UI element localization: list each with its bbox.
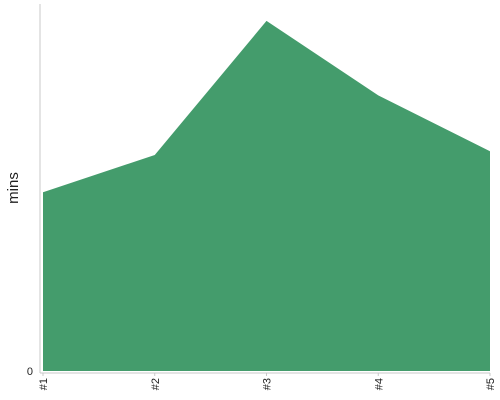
plot-area [43,20,490,372]
x-tick-label: #2 [150,378,162,390]
x-tick-label: #3 [262,378,274,390]
y-axis-title: mins [5,172,22,204]
y-tick-label: 0 [27,366,33,378]
x-axis-ticks: #1 #2 #3 #4 #5 [38,373,497,390]
area-series [43,20,490,372]
x-tick-label: #4 [373,378,385,390]
y-axis-ticks: 0 [27,366,33,378]
x-tick-label: #5 [485,378,497,390]
x-tick-label: #1 [38,378,50,390]
